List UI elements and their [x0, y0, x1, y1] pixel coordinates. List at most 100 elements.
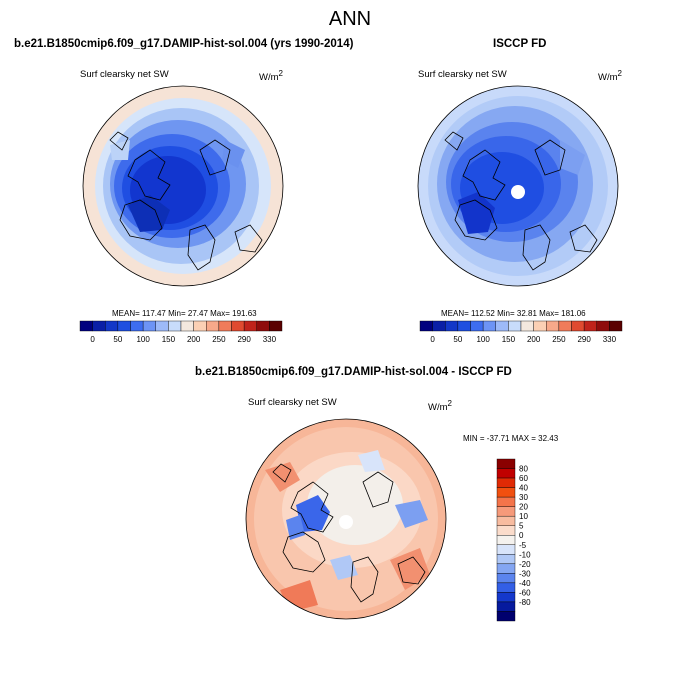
panel-1-units: W/m2 [259, 69, 283, 84]
panel-2-variable: Surf clearsky net SW [418, 69, 507, 80]
colorbar-tick-label: 50 [453, 335, 462, 344]
map-2-obs [418, 86, 618, 286]
colorbar-swatch [482, 320, 496, 332]
panel-3-stats: MIN = -37.71 MAX = 32.43 [463, 434, 559, 443]
colorbar-tick-label: 60 [519, 474, 528, 483]
colorbar-tick-label: 250 [212, 335, 226, 344]
colorbar-swatch [117, 320, 131, 332]
colorbar-swatch [419, 320, 433, 332]
colorbar-swatch [470, 320, 484, 332]
colorbar-tick-label: 200 [187, 335, 201, 344]
colorbar-tick-label: 250 [552, 335, 566, 344]
colorbar-swatch [155, 320, 169, 332]
colorbar-swatch [496, 477, 516, 488]
colorbar-swatch [558, 320, 572, 332]
colorbar-tick-label: 5 [519, 522, 524, 531]
colorbar-tick-label: 0 [430, 335, 435, 344]
panel-1-stats: MEAN= 117.47 Min= 27.47 Max= 191.63 [112, 309, 257, 318]
colorbar-swatch [496, 601, 516, 612]
colorbar-swatch [496, 535, 516, 545]
colorbar-swatch [596, 320, 610, 332]
colorbar-swatch [231, 320, 245, 332]
colorbar-tick-label: 20 [519, 503, 528, 512]
colorbar-tick-label: 100 [136, 335, 150, 344]
colorbar-tick-label: 200 [527, 335, 541, 344]
colorbar-swatch [571, 320, 585, 332]
map-1-model [83, 86, 283, 286]
panel-2-title: ISCCP FD [493, 38, 547, 50]
colorbar-swatch [206, 320, 220, 332]
colorbar-swatch [496, 563, 516, 574]
colorbar-swatch [583, 320, 597, 332]
colorbar-tick-label: -20 [519, 560, 531, 569]
colorbar-swatch [256, 320, 270, 332]
colorbar-tick-label: 290 [237, 335, 251, 344]
colorbar-swatch [193, 320, 207, 332]
colorbar-tick-label: 50 [113, 335, 122, 344]
colorbar-tick-label: 10 [519, 512, 528, 521]
colorbar-swatch [79, 320, 93, 332]
colorbar-tick-label: 0 [90, 335, 95, 344]
colorbar-swatch [457, 320, 471, 332]
panel-3-variable: Surf clearsky net SW [248, 397, 337, 408]
colorbar-tick-label: -5 [519, 541, 527, 550]
colorbar-swatch [496, 506, 516, 517]
colorbar-swatch [495, 320, 509, 332]
map-3-border [245, 418, 447, 620]
colorbar-tick-label: 80 [519, 465, 528, 474]
colorbar-swatch [496, 496, 516, 507]
colorbar-tick-label: 100 [476, 335, 490, 344]
colorbar-swatch [496, 487, 516, 498]
colorbar-tick-label: 0 [519, 531, 524, 540]
map-1-border [82, 85, 284, 287]
panel-3-units: W/m2 [428, 399, 452, 414]
map-2-border [417, 85, 619, 287]
colorbar-swatch [546, 320, 560, 332]
colorbar-tick-label: 330 [603, 335, 617, 344]
colorbar-tick-label: -10 [519, 550, 531, 559]
colorbar-swatch [180, 320, 194, 332]
colorbar-tick-label: -30 [519, 569, 531, 578]
colorbar-swatch [496, 573, 516, 584]
map-3-difference [246, 419, 446, 619]
colorbar-swatch [105, 320, 119, 332]
colorbar-tick-label: 150 [162, 335, 176, 344]
colorbar-swatch [496, 592, 516, 603]
colorbar-swatch [609, 320, 623, 332]
panel-1-variable: Surf clearsky net SW [80, 69, 169, 80]
colorbar-tick-label: 30 [519, 493, 528, 502]
colorbar-swatch [496, 525, 516, 536]
colorbar-swatch [496, 611, 516, 622]
colorbar-swatch [533, 320, 547, 332]
panel-2-stats: MEAN= 112.52 Min= 32.81 Max= 181.06 [441, 309, 586, 318]
colorbar-tick-label: -60 [519, 588, 531, 597]
colorbar-swatch [496, 544, 516, 555]
colorbar-swatch [496, 458, 516, 469]
colorbar-swatch [496, 515, 516, 526]
colorbar-tick-label: 290 [577, 335, 591, 344]
colorbar-swatch [496, 554, 516, 565]
colorbar-swatch [445, 320, 459, 332]
colorbar-tick-label: -40 [519, 579, 531, 588]
colorbar-tick-label: 40 [519, 484, 528, 493]
colorbar-swatch [432, 320, 446, 332]
colorbar-swatch [92, 320, 106, 332]
page-title: ANN [328, 8, 372, 30]
colorbar-swatch [218, 320, 232, 332]
colorbar-swatch [496, 582, 516, 593]
colorbar-swatch [168, 320, 182, 332]
colorbar-swatch [508, 320, 522, 332]
colorbar-swatch [496, 468, 516, 479]
colorbar-tick-label: -80 [519, 598, 531, 607]
panel-2-units: W/m2 [598, 69, 622, 84]
colorbar-1: 0 50 100 150 200 250 290 330 [79, 320, 283, 344]
colorbar-2: 0 50 100 150 200 250 290 330 [419, 320, 623, 344]
colorbar-swatch [243, 320, 257, 332]
panel-3-title: b.e21.B1850cmip6.f09_g17.DAMIP-hist-sol.… [195, 366, 512, 378]
colorbar-swatch [130, 320, 144, 332]
colorbar-tick-label: 150 [502, 335, 516, 344]
panel-1-title: b.e21.B1850cmip6.f09_g17.DAMIP-hist-sol.… [14, 38, 354, 50]
colorbar-swatch [142, 320, 156, 332]
